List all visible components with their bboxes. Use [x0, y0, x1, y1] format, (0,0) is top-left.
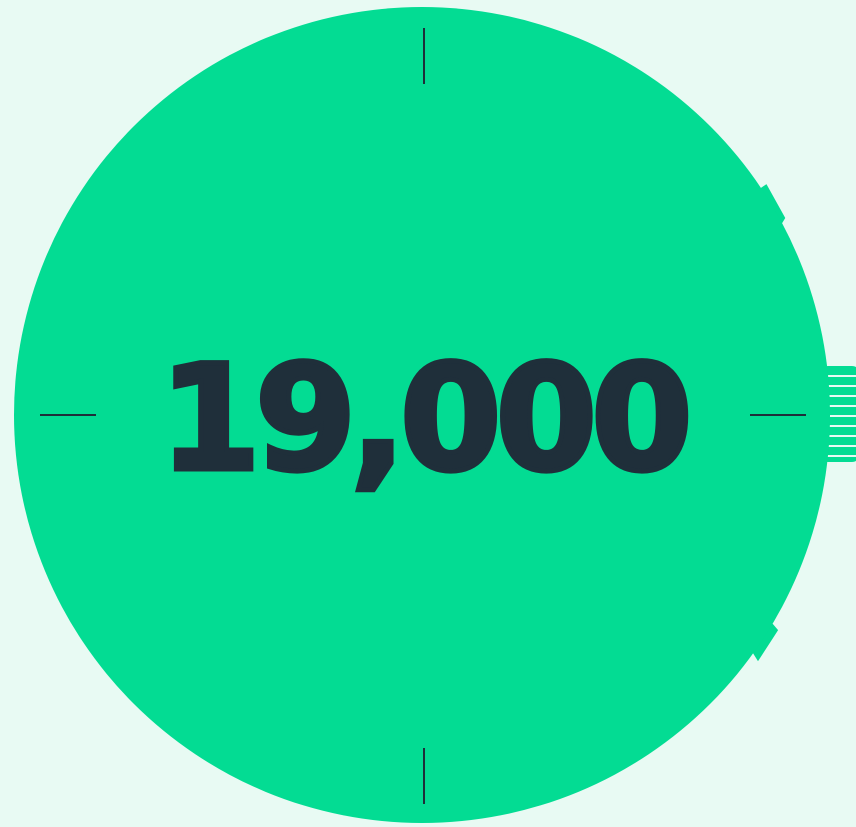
tick-marks: [40, 28, 806, 804]
stopwatch-dial: [14, 7, 830, 823]
